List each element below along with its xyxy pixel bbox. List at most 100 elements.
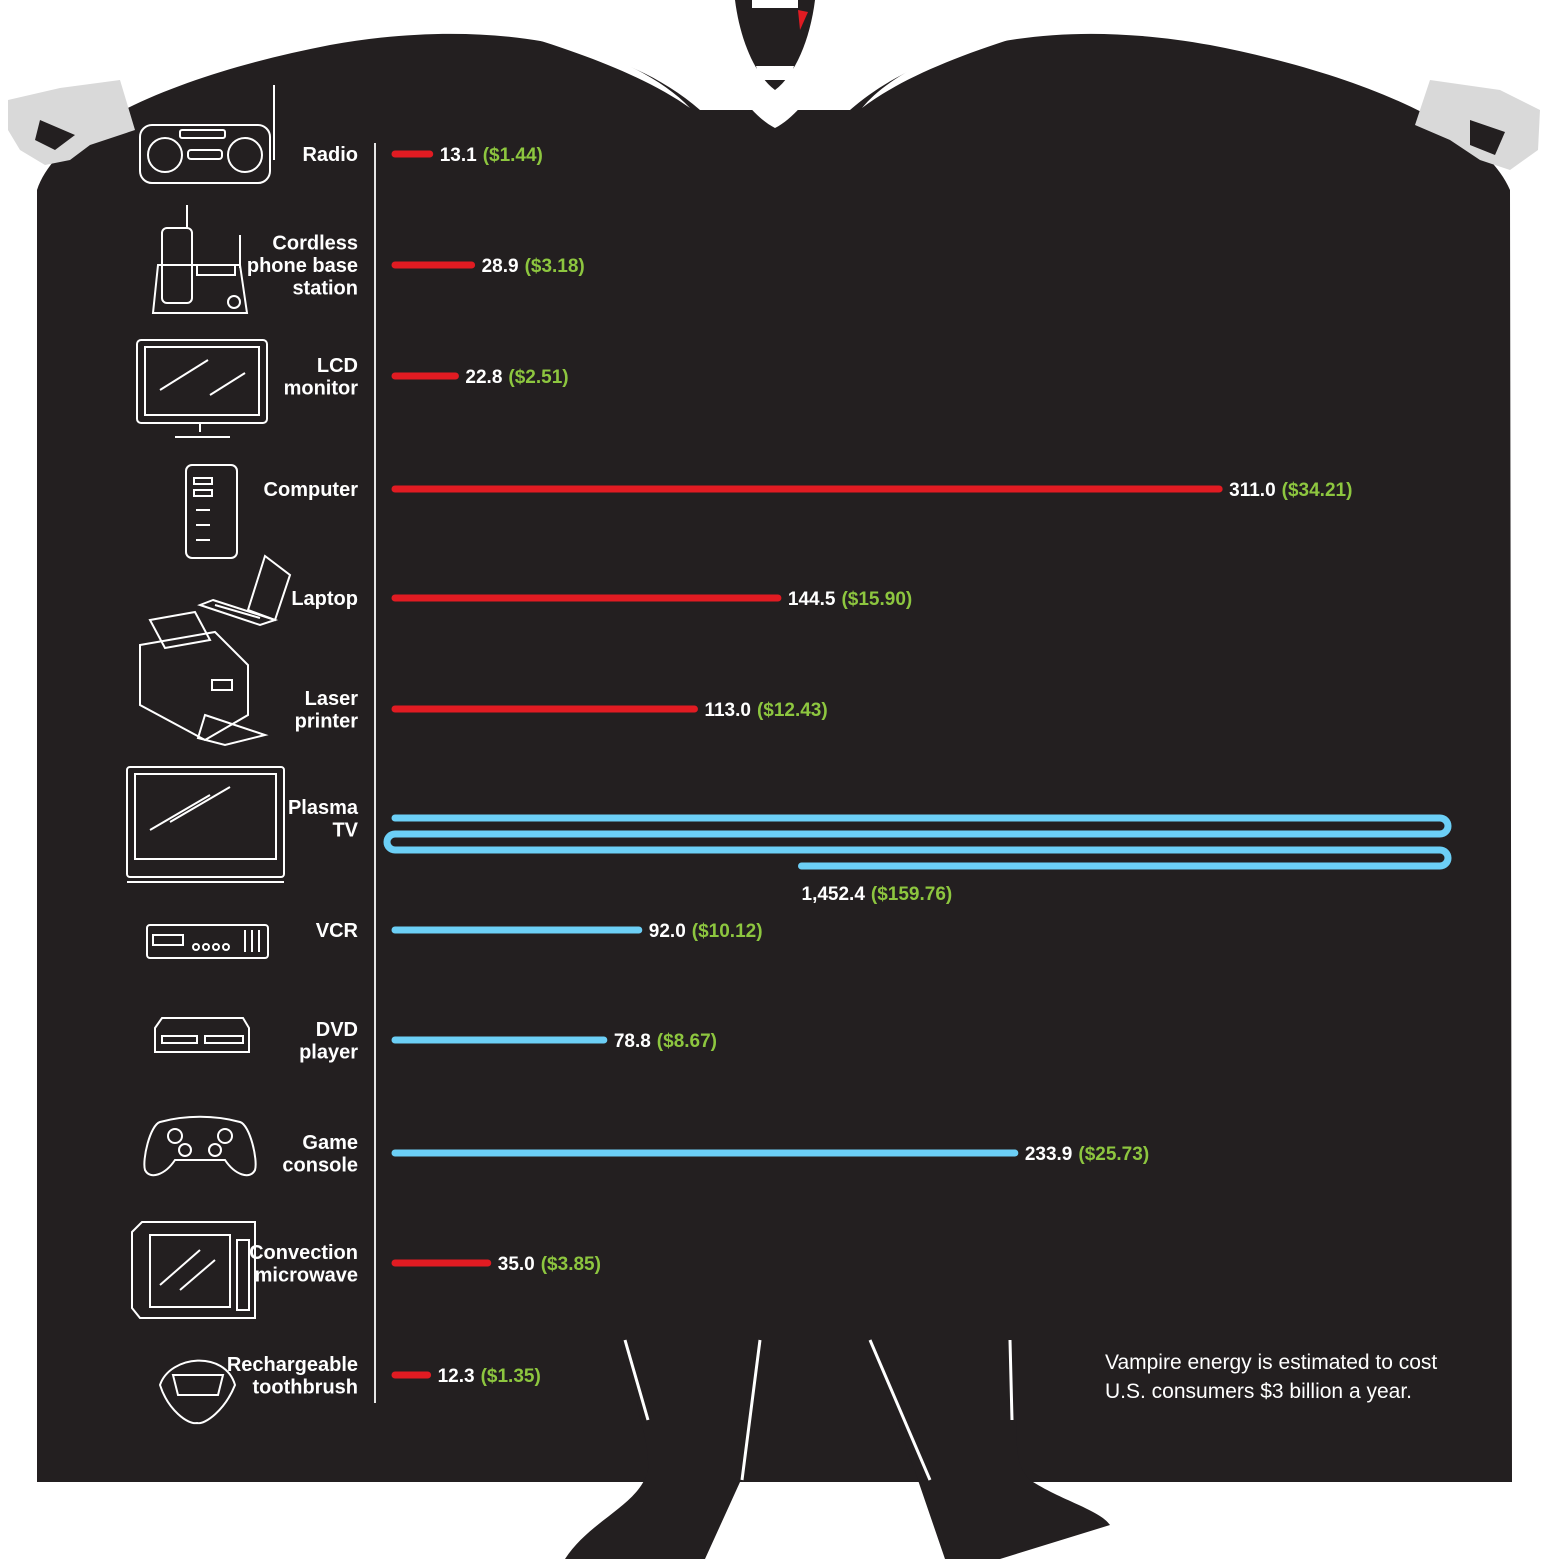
category-label-line: microwave [255,1264,358,1286]
cost-value: ($3.18) [525,256,585,277]
cost-value: ($2.51) [508,367,568,388]
kwh-value: 12.3 [438,1366,475,1387]
value-label-radio: 13.1 ($1.44) [440,145,543,166]
vampire-teeth-bottom [756,66,794,80]
lcd-monitor-icon [136,339,268,438]
laptop-icon [197,554,292,627]
value-label-laser-printer: 113.0 ($12.43) [704,700,827,721]
category-label-line: monitor [284,377,359,399]
kwh-value: 13.1 [440,145,477,166]
kwh-value: 92.0 [649,921,686,942]
kwh-value: 1,452.4 [802,884,866,905]
radio-icon [139,85,275,184]
cost-value: ($25.73) [1078,1144,1149,1165]
game-controller-icon [143,1115,257,1177]
category-label-vcr: VCR [316,920,359,942]
category-label-line: DVD [316,1019,358,1041]
category-label-lcd-monitor: LCD monitor [284,355,359,400]
vcr-icon [146,924,269,959]
category-label-rechargeable-toothbrush: Rechargeable toothbrush [227,1354,358,1399]
vampire-mouth [735,0,815,90]
kwh-value: 22.8 [465,367,502,388]
kwh-value: 311.0 [1229,480,1276,501]
cost-value: ($1.44) [483,145,543,166]
category-labels: Radio Cordless phone base station LCD monitor… [227,144,359,1398]
left-hand [8,80,135,165]
category-label-line: VCR [316,920,359,942]
microwave-icon [131,1221,256,1319]
category-label-convection-microwave: Convection microwave [249,1242,358,1287]
category-label-line: Laser [305,688,359,710]
value-label-rechargeable-toothbrush: 12.3 ($1.35) [438,1366,541,1387]
right-leg-highlight [868,1339,1014,1481]
category-label-radio: Radio [302,144,358,166]
category-label-laptop: Laptop [291,588,358,610]
category-label-line: Laptop [291,588,358,610]
category-label-line: phone base [247,255,358,277]
plasma-tv-icon [126,766,285,883]
kwh-value: 35.0 [498,1254,535,1275]
category-label-plasma-tv: Plasma TV [288,797,359,842]
category-label-line: Radio [302,144,358,166]
computer-tower-icon [185,464,238,559]
value-label-lcd-monitor: 22.8 ($2.51) [465,367,568,388]
category-label-line: Plasma [288,797,359,819]
value-label-computer: 311.0 ($34.21) [1229,480,1352,501]
right-fingers [1470,120,1505,155]
value-label-cordless-phone-base-station: 28.9 ($3.18) [482,256,585,277]
value-label-plasma-tv: 1,452.4 ($159.76) [802,884,953,905]
cost-value: ($3.85) [541,1254,601,1275]
category-label-line: Computer [264,479,359,501]
vampire-blood-drop [798,10,808,30]
cost-value: ($34.21) [1282,480,1353,501]
category-label-cordless-phone-base-station: Cordless phone base station [247,233,358,300]
category-label-line: Convection [249,1242,358,1264]
kwh-value: 144.5 [788,589,836,610]
footnote-line-1: Vampire energy is estimated to cost [1105,1351,1437,1374]
left-leg-highlight [623,1339,762,1481]
left-leg [565,1340,760,1559]
value-label-dvd-player: 78.8 ($8.67) [614,1031,717,1052]
category-label-line: LCD [317,355,358,377]
icons [126,85,292,1425]
category-label-line: Game [302,1132,358,1154]
kwh-value: 28.9 [482,256,519,277]
cost-value: ($159.76) [871,884,952,905]
cost-value: ($12.43) [757,700,828,721]
category-label-line: toothbrush [252,1376,358,1398]
kwh-value: 233.9 [1025,1144,1073,1165]
cost-value: ($15.90) [841,589,912,610]
laser-printer-icon [139,610,269,747]
value-label-laptop: 144.5 ($15.90) [788,589,912,610]
kwh-value: 113.0 [704,700,751,721]
bars [383,150,1452,1379]
kwh-value: 78.8 [614,1031,651,1052]
value-labels: 13.1 ($1.44) 28.9 ($3.18) 22.8 ($2.51) 311.0 ($… [438,145,1353,1387]
cape-body [37,33,1512,1483]
left-fingers [35,120,75,150]
dvd-player-icon [154,1017,250,1053]
cape-illustration [8,0,1540,1559]
cost-value: ($1.35) [481,1366,541,1387]
fangs-icon [158,1359,237,1425]
cost-value: ($8.67) [657,1031,717,1052]
category-label-line: TV [332,819,358,841]
value-label-game-console: 233.9 ($25.73) [1025,1144,1149,1165]
cost-value: ($10.12) [692,921,763,942]
footnote-line-2: U.S. consumers $3 billion a year. [1105,1380,1412,1403]
category-label-game-console: Game console [282,1132,358,1177]
category-label-dvd-player: DVD player [299,1019,358,1064]
right-leg [870,1340,1110,1559]
value-label-convection-microwave: 35.0 ($3.85) [498,1254,601,1275]
vampire-teeth-top [752,0,798,8]
category-label-line: station [292,278,358,300]
value-label-vcr: 92.0 ($10.12) [649,921,763,942]
bar-plasma-tv [383,814,1452,870]
category-label-line: printer [295,710,359,732]
category-label-line: Rechargeable [227,1354,358,1376]
category-label-line: Cordless [272,233,358,255]
category-label-line: player [299,1041,358,1063]
category-label-laser-printer: Laser printer [295,688,359,733]
cordless-phone-icon [151,205,249,314]
